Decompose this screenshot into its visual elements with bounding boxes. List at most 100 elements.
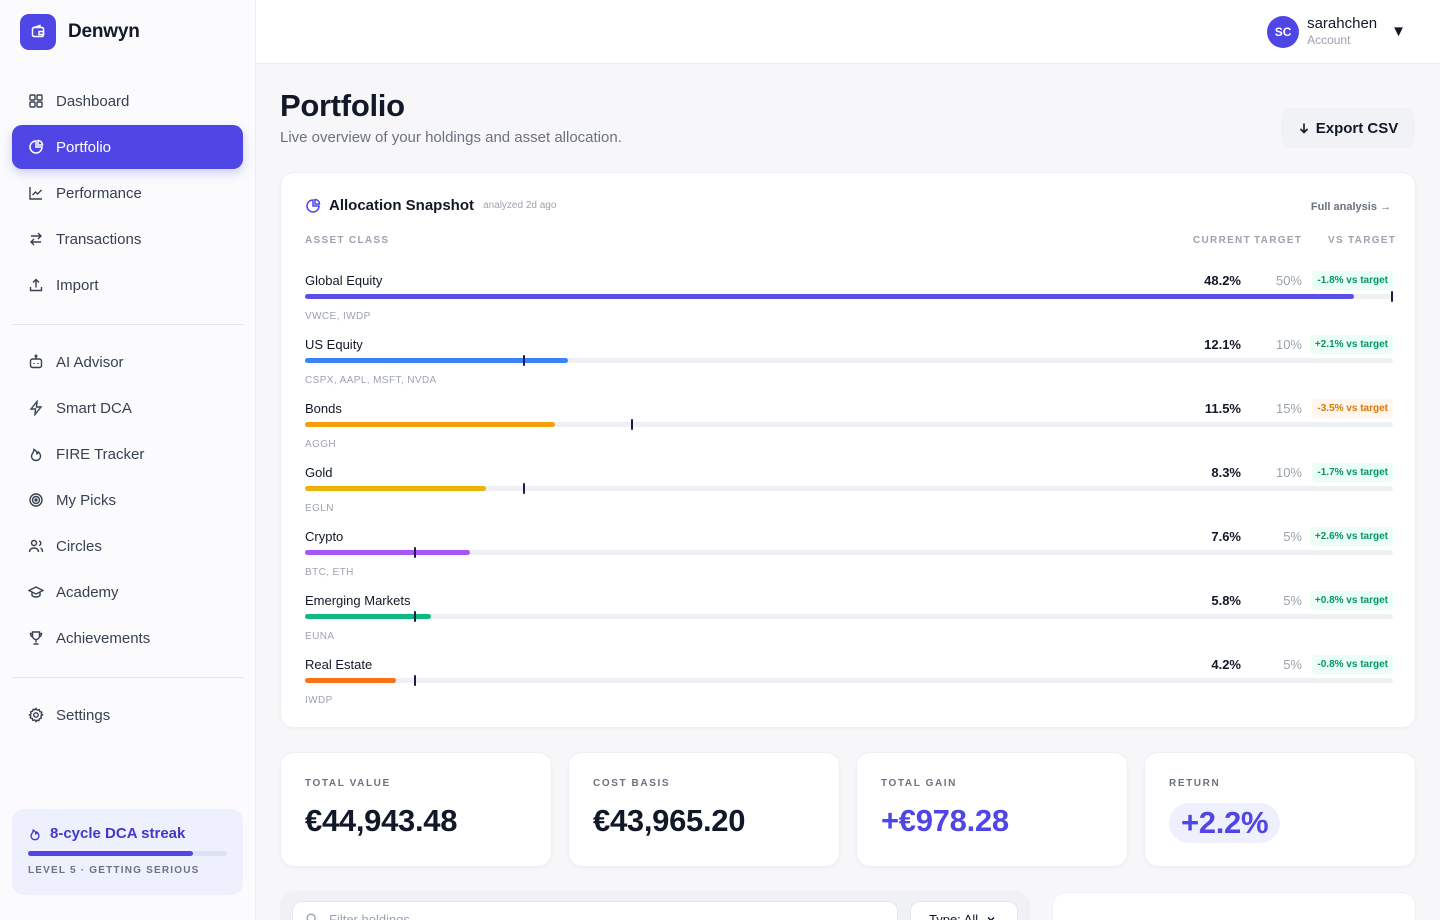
sidebar-item-portfolio[interactable]: Portfolio [12,125,243,169]
sidebar-item-import[interactable]: Import [12,263,243,307]
allocation-row[interactable]: US Equity 12.1% 10% +2.1% vs target CSPX, AA… [305,335,1393,401]
holdings-toolbar: Filter holdings... Type: All [280,891,1030,920]
brand-name: Denwyn [68,21,140,42]
upload-icon [29,278,43,292]
nav-secondary: AI Advisor Smart DCA FIRE Tracker My Pic… [12,340,243,662]
allocation-row[interactable]: Emerging Markets 5.8% 5% +0.8% vs target EUN… [305,591,1393,657]
allocation-row[interactable]: Bonds 11.5% 15% -3.5% vs target AGGH [305,399,1393,465]
vs-target-badge: -0.8% vs target [1312,655,1393,674]
wallet-icon [20,14,56,50]
sidebar-item-achievements[interactable]: Achievements [12,616,243,660]
gear-icon [28,707,44,723]
streak-progress-bar [28,851,227,856]
allocation-row[interactable]: Global Equity 48.2% 50% -1.8% vs target VWCE… [305,271,1393,337]
asset-tickers: EUNA [305,631,335,642]
stat-total-value: TOTAL VALUE €44,943.48 [280,752,552,867]
filter-placeholder: Filter holdings... [329,911,421,920]
allocation-analyzed: analyzed 2d ago [483,200,557,211]
current-percent: 7.6% [1211,529,1241,544]
user-menu[interactable]: SC sarahchen Account ▼ [1267,15,1406,48]
target-marker [523,483,525,494]
allocation-fill [305,294,1354,299]
target-marker [414,611,416,622]
sidebar-item-transactions[interactable]: Transactions [12,217,243,261]
target-percent: 5% [1283,657,1302,672]
allocation-row[interactable]: Real Estate 4.2% 5% -0.8% vs target IWDP [305,655,1393,721]
target-percent: 10% [1275,337,1302,352]
allocation-row[interactable]: Crypto 7.6% 5% +2.6% vs target BTC, ETH [305,527,1393,593]
type-filter-select[interactable]: Type: All [910,901,1018,920]
target-percent: 15% [1275,401,1302,416]
grid-icon [29,94,43,108]
sidebar-item-academy[interactable]: Academy [12,570,243,614]
allocation-track [305,675,1393,686]
allocation-header: Allocation Snapshot analyzed 2d ago [305,197,556,214]
caret-down-icon: ▼ [1391,23,1406,40]
trophy-icon [29,631,43,645]
user-role: Account [1307,33,1351,47]
page-title: Portfolio [280,88,405,123]
full-analysis-link[interactable]: Full analysis → [1310,201,1391,213]
vs-target-badge: -3.5% vs target [1312,399,1393,418]
target-marker [631,419,633,430]
robot-icon [29,354,43,369]
page-subtitle: Live overview of your holdings and asset… [280,129,622,146]
streak-progress-fill [28,851,194,856]
pie-chart-icon [29,139,44,154]
stat-cost-basis: COST BASIS €43,965.20 [568,752,840,867]
target-percent: 50% [1275,273,1302,288]
allocation-row[interactable]: Gold 8.3% 10% -1.7% vs target EGLN [305,463,1393,529]
stat-label: TOTAL GAIN [881,778,957,789]
current-percent: 12.1% [1204,337,1241,352]
flame-icon [30,828,40,840]
vs-target-badge: -1.7% vs target [1312,463,1393,482]
asset-tickers: EGLN [305,503,334,514]
side-panel-card [1052,892,1416,920]
sidebar-item-my-picks[interactable]: My Picks [12,478,243,522]
asset-class-name: Emerging Markets [305,593,411,608]
allocation-track [305,419,1393,430]
current-percent: 48.2% [1204,273,1241,288]
sidebar-item-label: Circles [56,537,102,555]
user-info: sarahchen Account [1307,15,1377,48]
target-percent: 5% [1283,593,1302,608]
allocation-fill [305,678,396,683]
brand[interactable]: Denwyn [20,14,140,50]
chevron-down-icon [987,916,995,920]
sidebar-item-dashboard[interactable]: Dashboard [12,79,243,123]
sidebar-item-settings[interactable]: Settings [12,693,243,737]
sidebar-item-label: AI Advisor [56,353,124,371]
asset-class-name: US Equity [305,337,363,352]
filter-holdings-input[interactable]: Filter holdings... [292,901,898,920]
sidebar-item-fire-tracker[interactable]: FIRE Tracker [12,432,243,476]
users-icon [28,539,44,553]
asset-class-name: Real Estate [305,657,373,672]
sidebar-item-label: Academy [56,583,119,601]
search-icon [306,913,316,920]
nav-divider [12,677,243,678]
streak-title: 8-cycle DCA streak [50,825,186,842]
allocation-fill [305,614,431,619]
export-csv-button[interactable]: Export CSV [1281,108,1415,148]
bolt-icon [29,400,43,416]
sidebar-item-circles[interactable]: Circles [12,524,243,568]
sidebar-item-label: Dashboard [56,92,130,110]
allocation-fill [305,486,486,491]
sidebar-item-label: My Picks [56,491,116,509]
avatar: SC [1267,15,1300,48]
sidebar-item-performance[interactable]: Performance [12,171,243,215]
streak-card[interactable]: 8-cycle DCA streak LEVEL 5 · GETTING SER… [12,809,243,895]
stat-return: RETURN +2.2% [1144,752,1416,867]
streak-title-row: 8-cycle DCA streak [28,825,227,842]
target-marker [1391,291,1393,302]
col-asset-class: ASSET CLASS [305,235,390,246]
target-percent: 10% [1275,465,1302,480]
sidebar-item-label: Achievements [56,629,151,647]
nav-primary: Dashboard Portfolio Performance Transact… [12,79,243,309]
allocation-card: Allocation Snapshot analyzed 2d ago Full… [280,172,1416,728]
sidebar-item-ai-advisor[interactable]: AI Advisor [12,340,243,384]
col-vs-target: VS TARGET [1328,235,1397,246]
sidebar-item-label: Transactions [56,230,142,248]
asset-tickers: IWDP [305,695,333,706]
sidebar-item-smart-dca[interactable]: Smart DCA [12,386,243,430]
